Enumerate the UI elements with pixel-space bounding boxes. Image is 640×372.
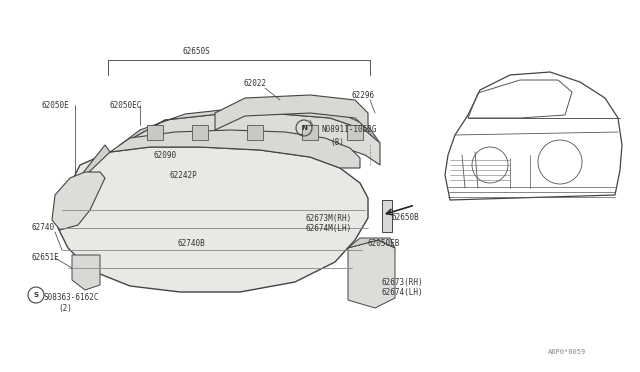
Polygon shape	[215, 95, 368, 130]
Text: 62673(RH): 62673(RH)	[382, 278, 424, 286]
Text: 62740: 62740	[32, 224, 55, 232]
Text: 62673M(RH): 62673M(RH)	[305, 214, 351, 222]
Polygon shape	[72, 255, 100, 290]
Polygon shape	[120, 114, 380, 165]
Text: 62674M(LH): 62674M(LH)	[305, 224, 351, 232]
Polygon shape	[52, 172, 105, 230]
Text: 62090: 62090	[153, 151, 176, 160]
Polygon shape	[347, 125, 363, 140]
Polygon shape	[348, 240, 395, 308]
Text: N08911-1062G: N08911-1062G	[322, 125, 378, 135]
Text: S08363-6162C: S08363-6162C	[44, 294, 99, 302]
Text: 62296: 62296	[352, 92, 375, 100]
Text: (2): (2)	[58, 305, 72, 314]
Polygon shape	[247, 125, 263, 140]
Text: 62650S: 62650S	[182, 48, 210, 57]
Text: 62050E: 62050E	[42, 100, 70, 109]
Polygon shape	[58, 147, 368, 292]
Text: 62022: 62022	[243, 78, 266, 87]
Text: A6P0*0059: A6P0*0059	[548, 349, 586, 355]
Polygon shape	[302, 125, 318, 140]
Polygon shape	[382, 200, 392, 232]
Text: 62740B: 62740B	[178, 238, 205, 247]
Text: 62050EC: 62050EC	[110, 100, 142, 109]
Polygon shape	[192, 125, 208, 140]
Polygon shape	[58, 145, 110, 215]
Text: (8): (8)	[330, 138, 344, 147]
Polygon shape	[147, 125, 163, 140]
Text: 62242P: 62242P	[170, 170, 198, 180]
Text: 62651E: 62651E	[32, 253, 60, 263]
Polygon shape	[110, 130, 360, 168]
Polygon shape	[120, 108, 380, 145]
Text: S: S	[33, 292, 38, 298]
Polygon shape	[348, 238, 395, 248]
Text: 62674(LH): 62674(LH)	[382, 289, 424, 298]
Text: N: N	[301, 125, 307, 131]
Text: 62050EB: 62050EB	[368, 238, 401, 247]
Text: 62650B: 62650B	[392, 214, 420, 222]
